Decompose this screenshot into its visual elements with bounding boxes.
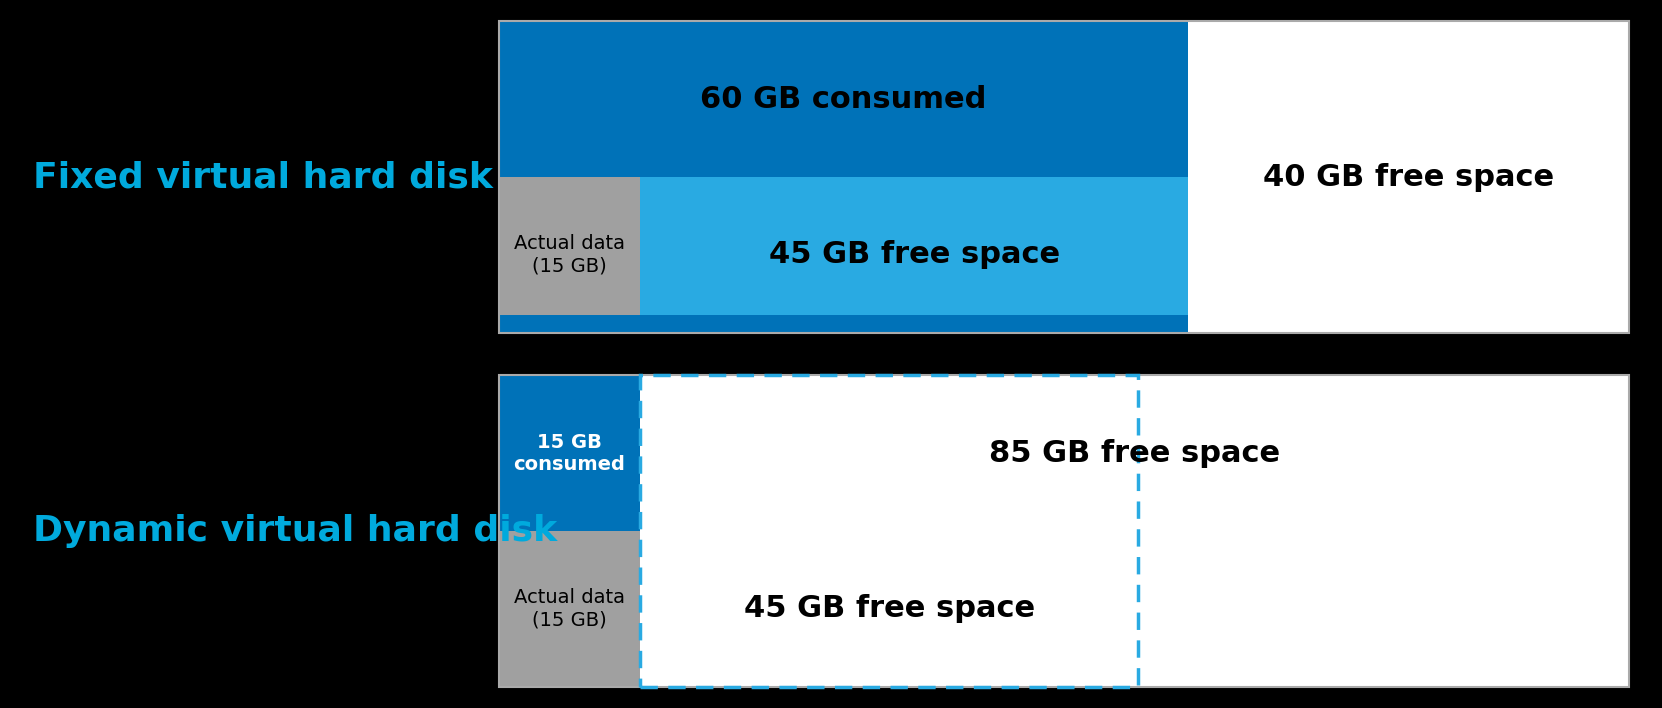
Text: Actual data
(15 GB): Actual data (15 GB) [514,588,625,629]
Text: 60 GB consumed: 60 GB consumed [700,85,987,113]
Bar [499,315,1188,333]
Bar [640,375,1138,687]
Text: 45 GB free space: 45 GB free space [743,595,1035,623]
Bar [499,177,640,333]
Text: Fixed virtual hard disk: Fixed virtual hard disk [33,160,494,194]
Text: Actual data
(15 GB): Actual data (15 GB) [514,234,625,275]
Bar [499,21,1629,333]
Bar [640,177,1188,333]
Text: 15 GB
consumed: 15 GB consumed [514,433,625,474]
Text: 85 GB free space: 85 GB free space [989,439,1280,467]
Bar [499,21,1188,177]
Text: 45 GB free space: 45 GB free space [768,241,1060,269]
Text: 40 GB free space: 40 GB free space [1263,163,1554,191]
Bar [499,375,640,531]
Text: Dynamic virtual hard disk: Dynamic virtual hard disk [33,514,557,548]
Bar [1188,21,1629,333]
Bar [640,375,1629,687]
Bar [499,531,640,687]
Bar [499,375,1629,687]
